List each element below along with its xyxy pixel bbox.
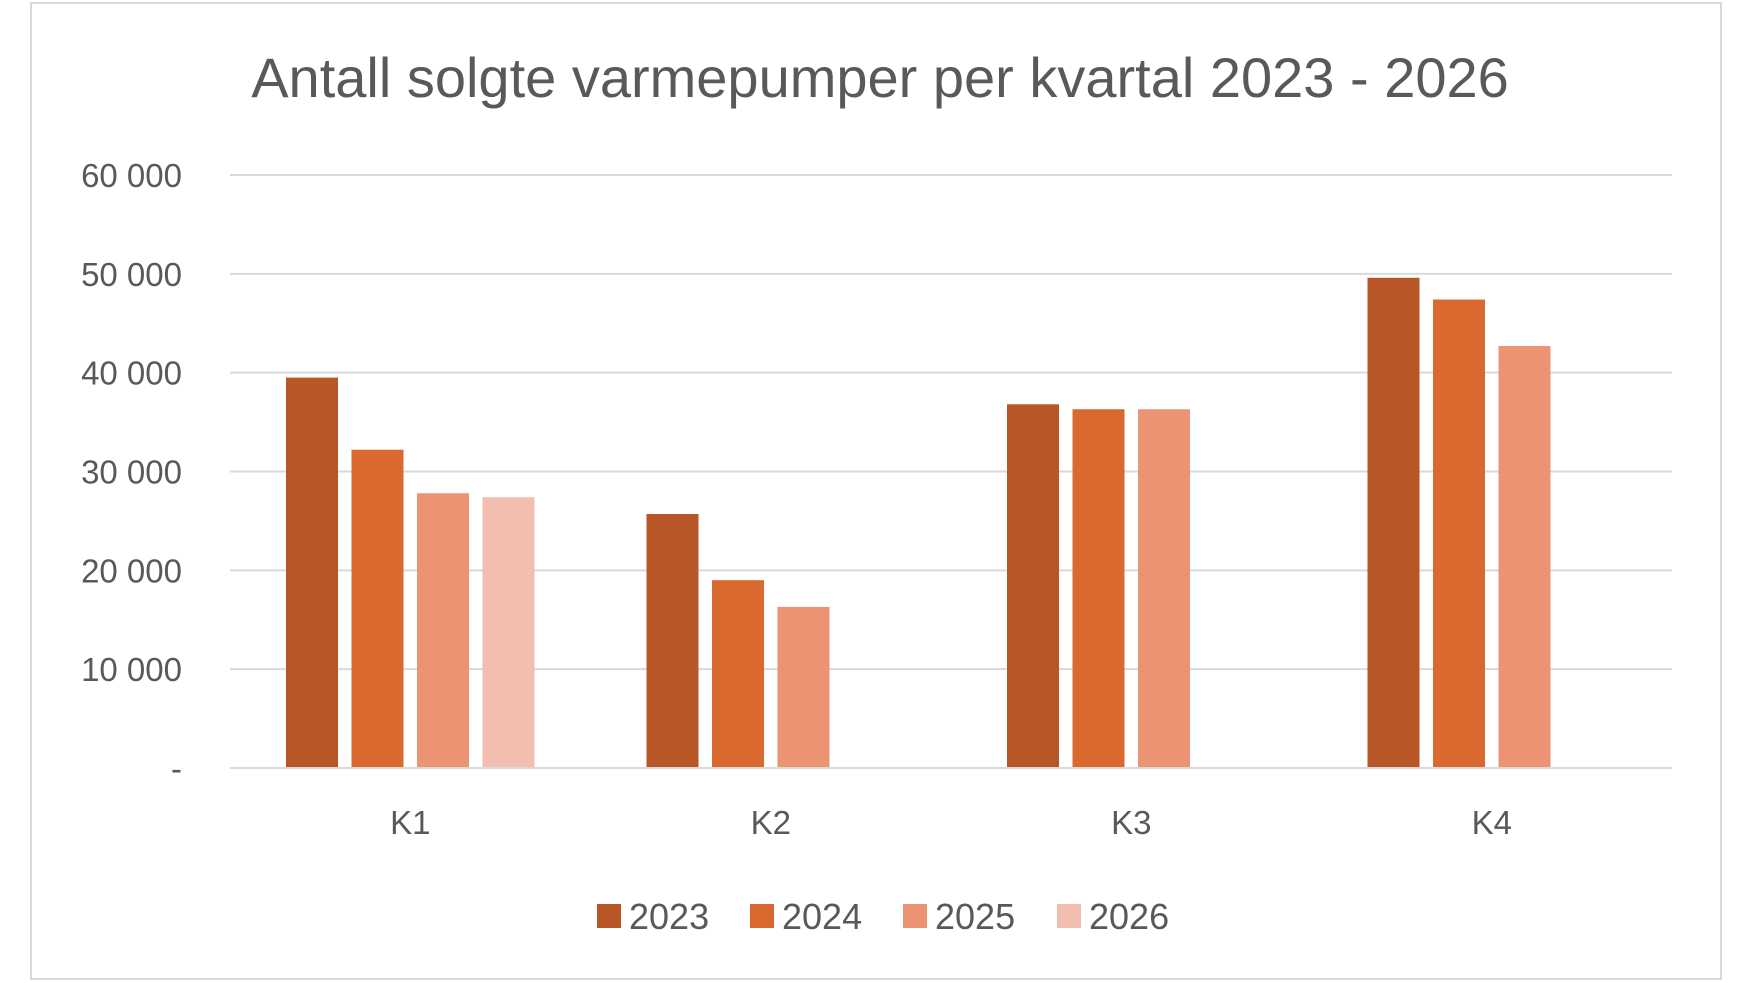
bar-2025-K4 [1498, 345, 1551, 768]
legend-swatch-2025 [903, 904, 927, 928]
x-tick-label: K4 [1472, 804, 1512, 841]
y-tick-label: - [171, 750, 182, 787]
x-tick-label: K3 [1111, 804, 1151, 841]
bar-2024-K3 [1072, 409, 1125, 768]
y-tick-label: 60 000 [81, 157, 182, 194]
y-tick-label: 40 000 [81, 355, 182, 392]
x-tick-label: K2 [751, 804, 791, 841]
x-axis-ticks: K1 K2 K3 K4 [390, 804, 1512, 841]
chart-title: Antall solgte varmepumper per kvartal 20… [251, 46, 1509, 109]
bar-2023-K4 [1367, 277, 1420, 768]
legend-label-2023: 2023 [629, 896, 709, 937]
y-tick-label: 20 000 [81, 552, 182, 589]
bar-2025-K1 [417, 493, 469, 768]
bar-2023-K3 [1007, 404, 1059, 768]
bar-2025-K2 [777, 606, 830, 768]
x-tick-label: K1 [390, 804, 430, 841]
legend-label-2024: 2024 [782, 896, 862, 937]
bar-2025-K3 [1138, 409, 1190, 768]
y-axis-ticks: - 10 000 20 000 30 000 40 000 50 000 60 000 [81, 157, 182, 787]
legend-swatch-2026 [1057, 904, 1081, 928]
legend-swatch-2023 [597, 904, 621, 928]
bar-2024-K1 [351, 449, 404, 768]
legend-label-2026: 2026 [1089, 896, 1169, 937]
bar-2023-K2 [646, 513, 699, 768]
bar-2026-K1 [482, 497, 535, 768]
y-tick-label: 10 000 [81, 651, 182, 688]
bar-2024-K4 [1433, 299, 1485, 768]
legend-swatch-2024 [750, 904, 774, 928]
bars [230, 277, 1672, 769]
bar-2024-K2 [712, 580, 764, 768]
legend: 2023 2024 2025 2026 [597, 896, 1169, 937]
y-tick-label: 30 000 [81, 454, 182, 491]
legend-label-2025: 2025 [935, 896, 1015, 937]
bar-2023-K1 [286, 377, 338, 768]
y-tick-label: 50 000 [81, 256, 182, 293]
